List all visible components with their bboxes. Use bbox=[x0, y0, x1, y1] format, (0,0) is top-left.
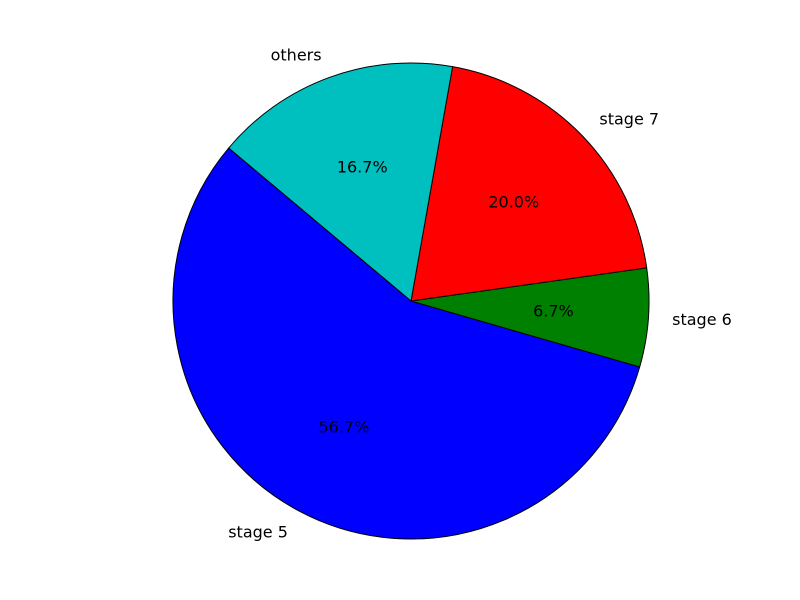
pie-slices bbox=[172, 62, 650, 540]
pie-percent-label-stage-7: 20.0% bbox=[488, 192, 539, 211]
pie-category-label-others: others bbox=[271, 45, 322, 64]
pie-category-labels: stage 5 stage 6 stage 7 others bbox=[228, 45, 732, 541]
pie-percent-labels: 56.7% 6.7% 20.0% 16.7% bbox=[318, 157, 573, 436]
pie-percent-label-others: 16.7% bbox=[337, 157, 388, 176]
pie-slice-stage-7 bbox=[410, 66, 648, 302]
pie-percent-label-stage-5: 56.7% bbox=[318, 418, 369, 437]
pie-percent-label-stage-6: 6.7% bbox=[533, 302, 574, 321]
pie-slice-others bbox=[228, 62, 454, 302]
pie-category-label-stage-7: stage 7 bbox=[599, 110, 659, 129]
pie-category-label-stage-5: stage 5 bbox=[228, 523, 288, 542]
pie-category-label-stage-6: stage 6 bbox=[672, 310, 732, 329]
pie-slice-stage-5 bbox=[172, 147, 641, 540]
